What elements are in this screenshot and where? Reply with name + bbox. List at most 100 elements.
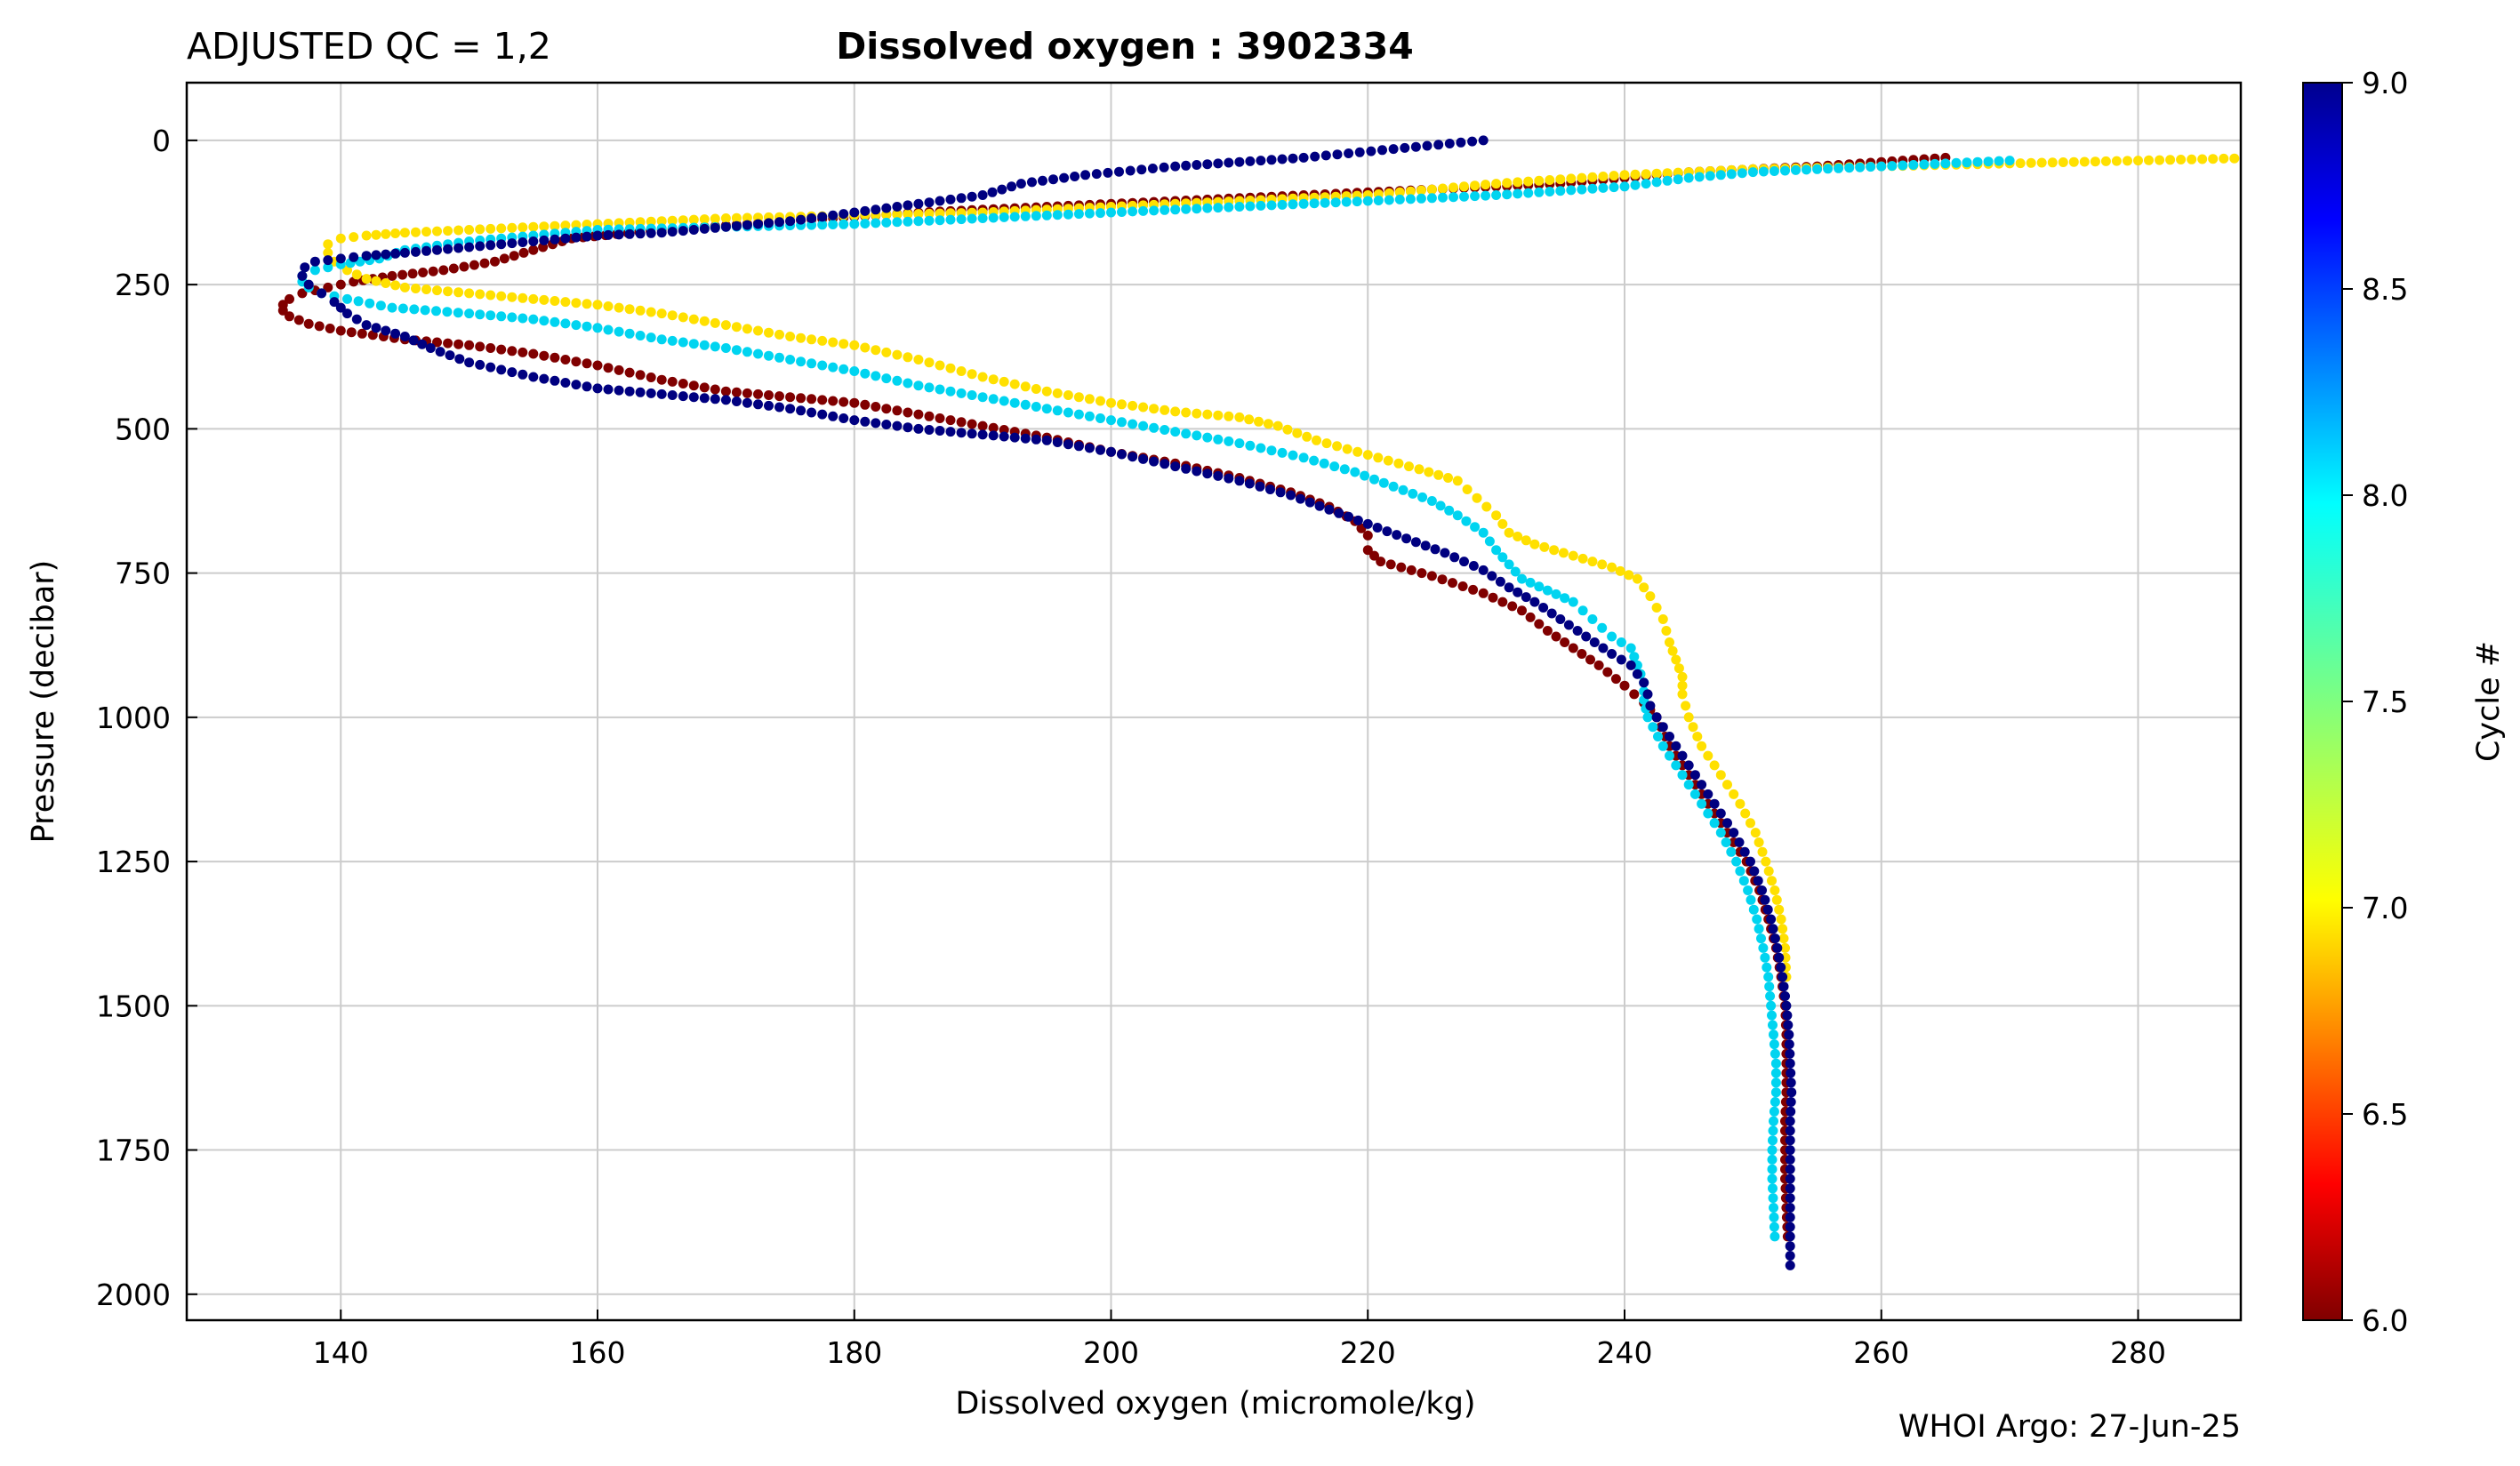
data-point [464, 308, 475, 319]
data-point [1020, 399, 1031, 410]
data-point [1160, 459, 1170, 469]
data-point [1763, 866, 1774, 877]
data-point [1031, 211, 1041, 221]
y-tick-label: 0 [152, 124, 171, 158]
data-point [688, 214, 699, 225]
data-point [351, 269, 362, 280]
data-point [1534, 619, 1545, 629]
data-point [1344, 511, 1354, 522]
y-tick-label: 1000 [96, 701, 171, 735]
data-point [421, 245, 431, 256]
data-point [1754, 837, 1764, 847]
data-point [785, 216, 796, 227]
data-point [1697, 780, 1707, 790]
data-point [860, 205, 871, 216]
data-point [1729, 789, 1739, 799]
data-point [496, 239, 507, 250]
data-point [656, 228, 667, 238]
x-axis: 140 160 180 200 220 240 260 280 [313, 1310, 2166, 1370]
data-point [486, 223, 496, 234]
data-point [1683, 712, 1694, 723]
data-point [1213, 470, 1224, 481]
data-point [1128, 206, 1138, 217]
data-point [1504, 527, 1514, 538]
data-point [1063, 439, 1073, 450]
data-point [371, 250, 381, 260]
data-point [1027, 177, 1037, 188]
data-point [731, 397, 742, 406]
data-point [1366, 146, 1376, 156]
data-point [1394, 187, 1405, 197]
data-point [1692, 732, 1703, 741]
data-point [518, 347, 528, 357]
data-point [1396, 562, 1407, 573]
data-point [1369, 550, 1379, 561]
data-point [1545, 175, 1555, 185]
data-point [1715, 170, 1726, 180]
data-point [1020, 211, 1031, 221]
data-point [1639, 582, 1649, 593]
data-point [1770, 1231, 1780, 1242]
data-point [1771, 894, 1782, 905]
data-point [1731, 856, 1742, 867]
data-point [399, 282, 410, 292]
data-point [1776, 914, 1786, 925]
colorbar-tick-label: 6.0 [2362, 1303, 2408, 1338]
data-point [1084, 394, 1095, 405]
data-point [1063, 390, 1073, 400]
data-point [1103, 167, 1113, 178]
data-point [381, 278, 391, 288]
data-point [1288, 450, 1298, 461]
data-point [346, 327, 357, 338]
data-point [1449, 182, 1458, 193]
data-point [2261, 153, 2271, 163]
data-point [475, 359, 486, 370]
data-point [1887, 161, 1898, 172]
data-point [509, 251, 519, 261]
data-point [357, 328, 367, 339]
data-point [1607, 649, 1617, 659]
data-point [1709, 798, 1720, 809]
data-point [785, 332, 796, 341]
data-point [1502, 178, 1513, 188]
data-point [1502, 189, 1513, 200]
data-point [1616, 654, 1626, 665]
data-point [1648, 722, 1658, 733]
data-point [997, 184, 1007, 195]
data-point [1020, 433, 1031, 444]
data-point [1615, 565, 1625, 576]
data-point [656, 374, 667, 385]
data-point [1585, 654, 1595, 665]
data-point [335, 325, 346, 336]
data-point [353, 296, 364, 307]
data-point [1760, 894, 1770, 905]
data-point [432, 285, 442, 296]
data-point [1919, 159, 1930, 170]
data-point [1125, 165, 1136, 176]
data-point [731, 387, 742, 397]
data-point [1478, 588, 1489, 598]
data-point [365, 298, 375, 308]
data-point [1768, 1126, 1778, 1136]
data-point [667, 310, 678, 321]
data-point [1577, 649, 1587, 659]
data-point [1694, 172, 1705, 182]
data-point [1785, 1048, 1795, 1059]
data-point [1598, 182, 1609, 193]
data-point [956, 417, 967, 428]
data-point [1962, 157, 1972, 168]
data-point [1181, 160, 1192, 171]
data-point [1449, 552, 1460, 563]
data-point [1266, 445, 1277, 456]
data-point [1625, 643, 1636, 653]
data-point [945, 386, 956, 397]
data-point [342, 293, 352, 304]
data-point [329, 297, 340, 308]
data-point [1767, 1154, 1778, 1165]
data-point [390, 248, 401, 259]
data-point [1665, 750, 1674, 761]
data-point [303, 279, 314, 290]
data-point [361, 320, 372, 331]
data-point [817, 360, 828, 371]
data-point [1420, 541, 1431, 551]
